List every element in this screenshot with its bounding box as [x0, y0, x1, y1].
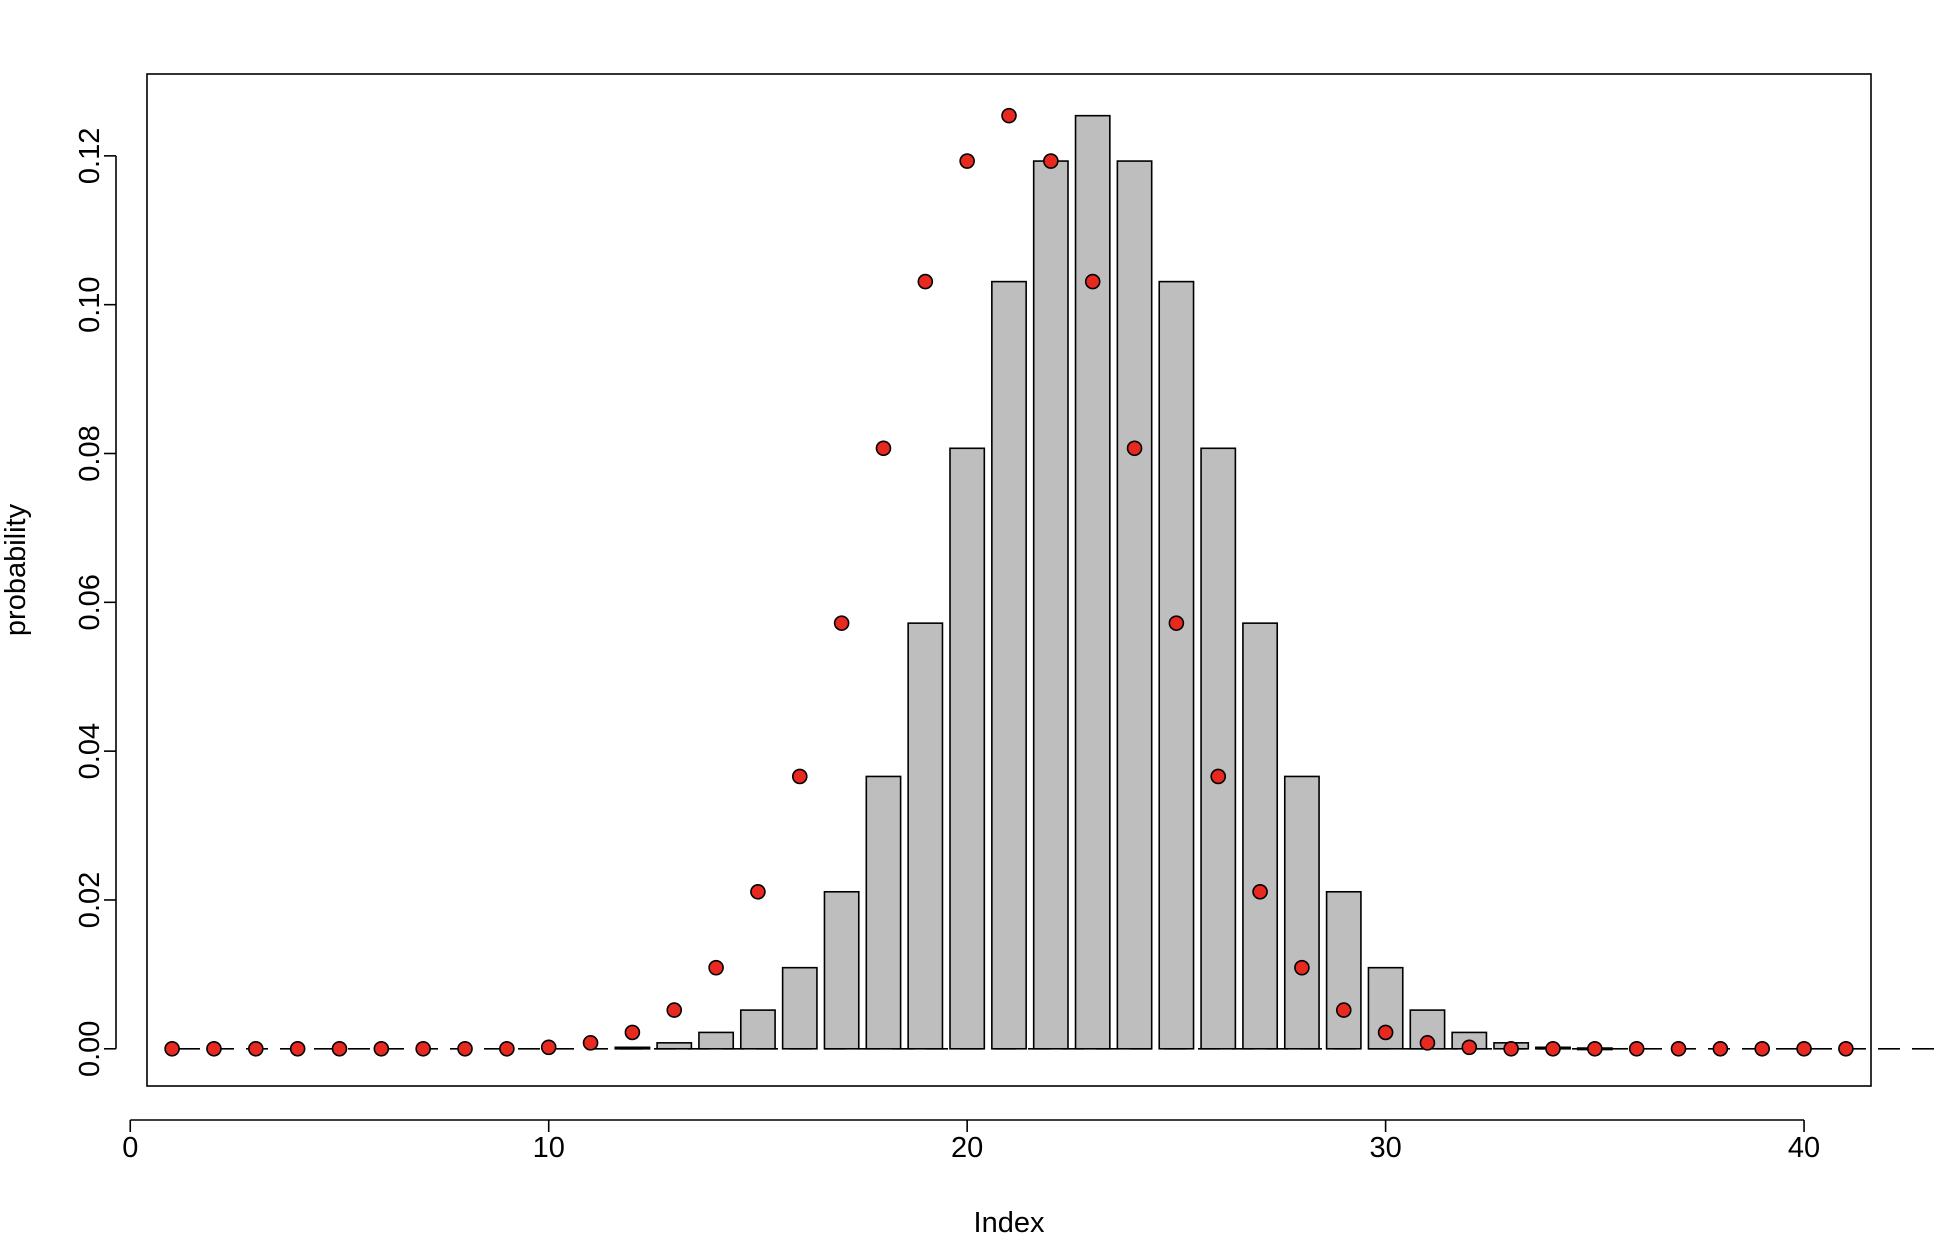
point-2	[206, 1040, 222, 1057]
point-8	[457, 1040, 473, 1057]
point-1	[164, 1040, 180, 1057]
point-41	[1838, 1040, 1854, 1057]
point-31	[1419, 1035, 1436, 1051]
point-7	[415, 1040, 431, 1057]
x-tick-label-40: 40	[1788, 1132, 1820, 1164]
plot-frame	[146, 73, 1872, 1087]
bar-17	[823, 890, 860, 1050]
x-tick-label-20: 20	[951, 1132, 983, 1164]
bar-26	[1200, 447, 1237, 1050]
point-5	[331, 1040, 348, 1057]
bar-24	[1116, 160, 1153, 1050]
point-40	[1796, 1040, 1812, 1057]
point-37	[1670, 1040, 1687, 1057]
point-16	[791, 768, 808, 785]
bar-29	[1325, 890, 1362, 1050]
bar-28	[1283, 775, 1320, 1050]
point-14	[708, 959, 724, 976]
x-tick-label-10: 10	[533, 1132, 565, 1164]
bar-21	[991, 280, 1027, 1050]
point-3	[247, 1040, 264, 1057]
point-23	[1084, 273, 1101, 290]
y-tick-label-4: 0.08	[74, 425, 106, 481]
point-15	[750, 883, 766, 900]
bar-16	[781, 966, 818, 1050]
bar-15	[739, 1009, 776, 1050]
bar-19	[907, 622, 944, 1050]
bar-18	[865, 775, 902, 1050]
bar-14	[698, 1031, 735, 1050]
point-24	[1126, 440, 1143, 457]
bar-20	[949, 447, 986, 1050]
point-22	[1043, 153, 1059, 169]
bar-12	[614, 1046, 651, 1050]
point-17	[833, 615, 850, 631]
point-10	[540, 1039, 557, 1056]
point-12	[624, 1024, 641, 1041]
point-33	[1503, 1040, 1519, 1057]
x-tick-label-30: 30	[1369, 1132, 1401, 1164]
y-tick-label-6: 0.12	[74, 128, 106, 184]
points-group	[164, 107, 1854, 1057]
bar-13	[656, 1042, 693, 1050]
y-tick-label-0: 0.00	[74, 1021, 106, 1077]
point-30	[1377, 1024, 1394, 1041]
bar-23	[1074, 114, 1111, 1050]
bar-22	[1032, 160, 1069, 1050]
axes-group: 0 10 20 30 40 0.00 0.02 0.04 0.06 0.08 0.10 0.12	[74, 73, 1872, 1164]
point-9	[499, 1040, 515, 1057]
point-39	[1754, 1040, 1771, 1057]
point-34	[1545, 1040, 1561, 1057]
point-13	[666, 1002, 683, 1018]
y-tick-label-5: 0.10	[74, 276, 106, 332]
point-29	[1335, 1002, 1352, 1018]
y-tick-label-3: 0.06	[74, 574, 106, 630]
y-tick-label-1: 0.02	[74, 872, 106, 928]
point-18	[875, 440, 892, 457]
bar-27	[1242, 622, 1279, 1050]
point-35	[1587, 1040, 1603, 1057]
point-20	[959, 153, 975, 169]
point-26	[1210, 768, 1227, 785]
point-36	[1628, 1040, 1645, 1057]
point-19	[917, 273, 934, 290]
point-32	[1461, 1039, 1478, 1056]
point-27	[1252, 883, 1268, 900]
y-axis-title: probability	[0, 503, 32, 636]
y-tick-label-2: 0.04	[74, 723, 106, 779]
x-axis-title: Index	[974, 1207, 1045, 1239]
bars-group	[614, 114, 1613, 1051]
point-21	[1001, 107, 1017, 124]
point-28	[1294, 959, 1310, 976]
x-tick-label-0: 0	[122, 1132, 138, 1164]
point-6	[373, 1040, 390, 1057]
point-38	[1712, 1040, 1729, 1057]
point-25	[1168, 615, 1185, 631]
point-4	[289, 1040, 306, 1057]
point-11	[582, 1035, 599, 1051]
bar-25	[1158, 280, 1195, 1050]
